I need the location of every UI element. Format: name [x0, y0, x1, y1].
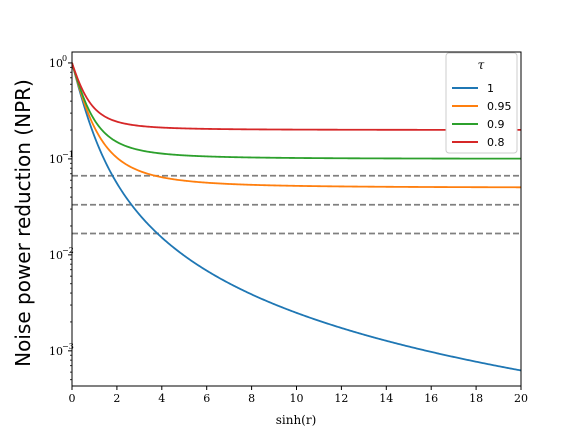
x-tick-label-4: 4	[158, 392, 165, 405]
y-tick-exponent-1: −1	[62, 150, 74, 159]
legend-items: 1 0.95 0.9 0.8	[452, 82, 512, 149]
y-tick-exponent-0: 0	[62, 54, 67, 63]
y-axis-label: Noise power reduction (NPR)	[11, 79, 35, 367]
series-line-0.95	[72, 62, 521, 189]
y-tick-label-1: 10	[49, 153, 63, 166]
legend-label-1: 1	[487, 82, 494, 95]
legend-label-0.9: 0.9	[487, 118, 505, 131]
x-tick-label-0: 0	[69, 392, 76, 405]
x-tick-label-10: 10	[290, 392, 304, 405]
x-tick-label-20: 20	[514, 392, 528, 405]
legend-box	[445, 52, 518, 154]
x-tick-label-12: 12	[334, 392, 348, 405]
legend-label-0.8: 0.8	[487, 136, 505, 149]
y-tick-exponent-3: −3	[62, 342, 74, 351]
y-tick-label-2: 10	[49, 249, 63, 262]
y-tick-label-0: 10	[49, 57, 63, 70]
x-tick-label-18: 18	[469, 392, 483, 405]
series-line-1	[72, 62, 521, 372]
y-tick-exponent-2: −2	[62, 246, 74, 255]
x-tick-label-16: 16	[424, 392, 438, 405]
x-tick-label-8: 8	[248, 392, 255, 405]
x-tick-label-14: 14	[379, 392, 393, 405]
x-axis-label: sinh(r)	[276, 413, 317, 427]
legend-label-0.95: 0.95	[487, 100, 512, 113]
legend: τ 1 0.95 0.9 0.8	[445, 52, 518, 154]
x-tick-label-2: 2	[113, 392, 120, 405]
x-tick-label-6: 6	[203, 392, 210, 405]
series-line-0.9	[72, 62, 521, 160]
plot-layer	[72, 62, 521, 372]
y-tick-label-3: 10	[49, 345, 63, 358]
legend-title: τ	[478, 58, 485, 72]
